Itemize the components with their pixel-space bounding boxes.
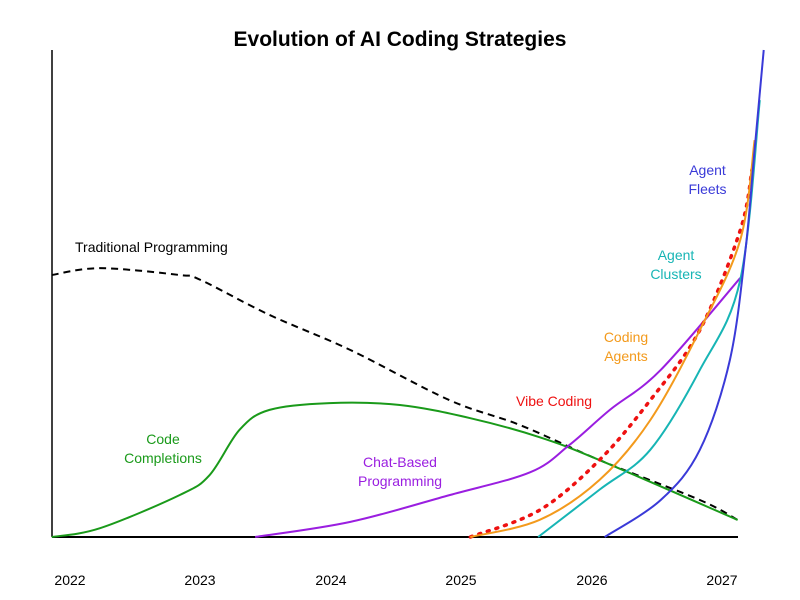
label-line: Agents <box>604 348 648 364</box>
label-coding-agents: Coding Agents <box>596 328 656 366</box>
x-tick-label: 2026 <box>576 572 608 588</box>
label-code-completions: Code Completions <box>118 430 208 468</box>
label-line: Clusters <box>650 266 702 282</box>
x-tick-label: 2024 <box>315 572 347 588</box>
label-line: Code <box>146 431 180 447</box>
x-tick-label: 2027 <box>706 572 738 588</box>
label-line: Agent <box>689 162 726 178</box>
label-agent-fleets: Agent Fleets <box>680 161 735 199</box>
series-line-agent-fleets <box>604 49 765 538</box>
x-tick-label: 2023 <box>184 572 216 588</box>
label-line: Agent <box>657 247 695 263</box>
label-vibe-coding: Vibe Coding <box>516 393 593 409</box>
label-agent-clusters: Agent Clusters <box>646 246 706 284</box>
chart-title: Evolution of AI Coding Strategies <box>233 28 567 51</box>
label-line: Coding <box>603 329 649 345</box>
series-line-coding-agents <box>470 139 756 538</box>
label-line: Programming <box>357 473 443 489</box>
label-line: Completions <box>124 450 202 466</box>
series-line-traditional-programming <box>51 267 739 521</box>
series-line-chat-based-programming <box>255 277 742 538</box>
x-tick-label: 2022 <box>54 572 86 588</box>
label-line: Fleets <box>688 181 727 197</box>
label-line: Chat-Based <box>363 454 437 470</box>
label-traditional-programming: Traditional Programming <box>75 239 228 255</box>
series-line-vibe-coding <box>468 168 754 539</box>
label-chat-based-programming: Chat-Based Programming <box>345 453 455 491</box>
x-tick-label: 2025 <box>445 572 477 588</box>
